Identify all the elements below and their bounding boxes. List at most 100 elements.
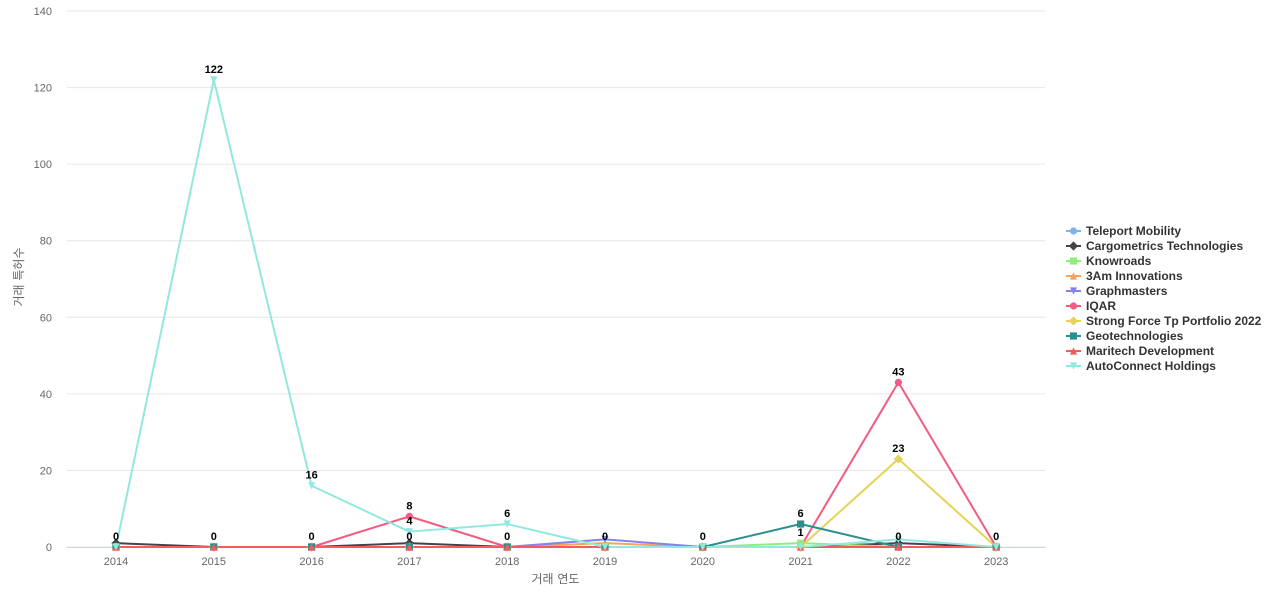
data-point xyxy=(797,543,805,551)
legend-marker-icon xyxy=(1068,316,1079,326)
legend-marker-icon xyxy=(1069,287,1078,295)
legend-marker-icon xyxy=(1069,227,1078,235)
data-label: 23 xyxy=(892,443,904,455)
data-label: 0 xyxy=(895,531,901,543)
data-label: 0 xyxy=(211,531,217,543)
legend-marker-icon xyxy=(1069,362,1078,370)
data-point xyxy=(699,543,707,551)
series-line xyxy=(116,381,998,548)
y-axis-ticks: 0 20 40 60 80 100 120 140 xyxy=(34,6,52,554)
data-point xyxy=(405,543,413,551)
y-tick-label: 80 xyxy=(40,236,52,248)
data-label: 0 xyxy=(700,531,706,543)
data-point xyxy=(503,543,511,551)
legend-item[interactable]: Cargometrics Technologies xyxy=(1066,239,1243,253)
legend-item[interactable]: AutoConnect Holdings xyxy=(1066,359,1216,373)
data-point xyxy=(797,520,805,528)
x-axis-ticks: 2014 2015 2016 2017 2018 2019 2020 2021 2022 2023 xyxy=(104,556,1009,568)
x-tick-label: 2021 xyxy=(788,556,812,568)
data-label: 6 xyxy=(798,508,804,520)
data-point xyxy=(503,520,511,528)
data-label: 43 xyxy=(892,366,904,378)
data-label: 0 xyxy=(309,531,315,543)
legend-label: Cargometrics Technologies xyxy=(1086,239,1243,253)
data-label: 1 xyxy=(798,527,804,539)
legend-marker-icon xyxy=(1069,347,1078,355)
x-tick-label: 2020 xyxy=(691,556,715,568)
y-tick-label: 120 xyxy=(34,83,52,95)
data-point xyxy=(210,76,218,84)
y-tick-label: 20 xyxy=(40,465,52,477)
data-label: 0 xyxy=(113,531,119,543)
data-label: 16 xyxy=(305,470,317,482)
legend-marker-icon xyxy=(1069,257,1078,265)
legend-label: AutoConnect Holdings xyxy=(1086,359,1216,373)
legend-item[interactable]: Graphmasters xyxy=(1066,284,1168,298)
data-label: 8 xyxy=(406,500,412,512)
series-lines xyxy=(115,78,998,548)
series-line xyxy=(115,78,997,548)
data-point xyxy=(894,535,902,543)
y-tick-label: 40 xyxy=(40,389,52,401)
data-point xyxy=(405,528,413,536)
data-point xyxy=(894,543,902,551)
data-point xyxy=(601,543,609,551)
legend-label: IQAR xyxy=(1086,299,1116,313)
legend-label: Maritech Development xyxy=(1086,344,1214,358)
legend-item[interactable]: 3Am Innovations xyxy=(1066,269,1183,283)
data-point xyxy=(210,543,218,551)
data-point xyxy=(308,543,316,551)
x-tick-label: 2022 xyxy=(886,556,910,568)
data-point xyxy=(893,454,903,464)
y-tick-label: 0 xyxy=(46,542,52,554)
data-label: 0 xyxy=(993,531,999,543)
series-markers xyxy=(111,76,1001,552)
y-tick-label: 100 xyxy=(34,159,52,171)
data-point xyxy=(992,543,1000,551)
legend-item[interactable]: Knowroads xyxy=(1066,254,1152,268)
legend-label: Graphmasters xyxy=(1086,284,1168,298)
x-tick-label: 2018 xyxy=(495,556,519,568)
legend-marker-icon xyxy=(1069,302,1078,310)
data-label: 0 xyxy=(602,531,608,543)
x-tick-label: 2016 xyxy=(299,556,323,568)
data-label: 4 xyxy=(406,516,413,528)
legend-item[interactable]: Strong Force Tp Portfolio 2022 xyxy=(1066,314,1262,328)
data-label: 0 xyxy=(406,531,412,543)
legend-marker-icon xyxy=(1068,241,1079,251)
legend-item[interactable]: Maritech Development xyxy=(1066,344,1214,358)
data-point xyxy=(405,512,413,520)
legend-label: Geotechnologies xyxy=(1086,329,1184,343)
data-point xyxy=(112,543,120,551)
data-point xyxy=(308,482,316,490)
legend-item[interactable]: Geotechnologies xyxy=(1066,329,1184,343)
y-tick-label: 60 xyxy=(40,312,52,324)
data-labels: 0 122 0 16 0 8 4 0 6 0 0 0 6 1 43 23 0 0 xyxy=(113,64,999,543)
data-label: 6 xyxy=(504,508,510,520)
x-tick-label: 2023 xyxy=(984,556,1008,568)
x-tick-label: 2015 xyxy=(202,556,226,568)
x-axis-title: 거래 연도 xyxy=(532,572,580,586)
legend-item[interactable]: Teleport Mobility xyxy=(1066,224,1181,238)
grid-lines xyxy=(67,10,1045,548)
data-label: 0 xyxy=(504,531,510,543)
x-tick-label: 2019 xyxy=(593,556,617,568)
y-tick-label: 140 xyxy=(34,6,52,18)
legend-marker-icon xyxy=(1069,272,1078,280)
legend-label: Knowroads xyxy=(1086,254,1152,268)
x-tick-label: 2014 xyxy=(104,556,128,568)
legend-label: Strong Force Tp Portfolio 2022 xyxy=(1086,314,1262,328)
y-axis-title: 거래 특허수 xyxy=(12,247,26,306)
data-point xyxy=(601,535,609,543)
data-label: 122 xyxy=(205,64,223,76)
x-tick-label: 2017 xyxy=(397,556,421,568)
series-line xyxy=(116,457,997,548)
legend-label: 3Am Innovations xyxy=(1086,269,1183,283)
data-point xyxy=(894,378,903,386)
legend-marker-icon xyxy=(1069,332,1078,340)
legend-label: Teleport Mobility xyxy=(1086,224,1181,238)
legend-item[interactable]: IQAR xyxy=(1066,299,1116,313)
